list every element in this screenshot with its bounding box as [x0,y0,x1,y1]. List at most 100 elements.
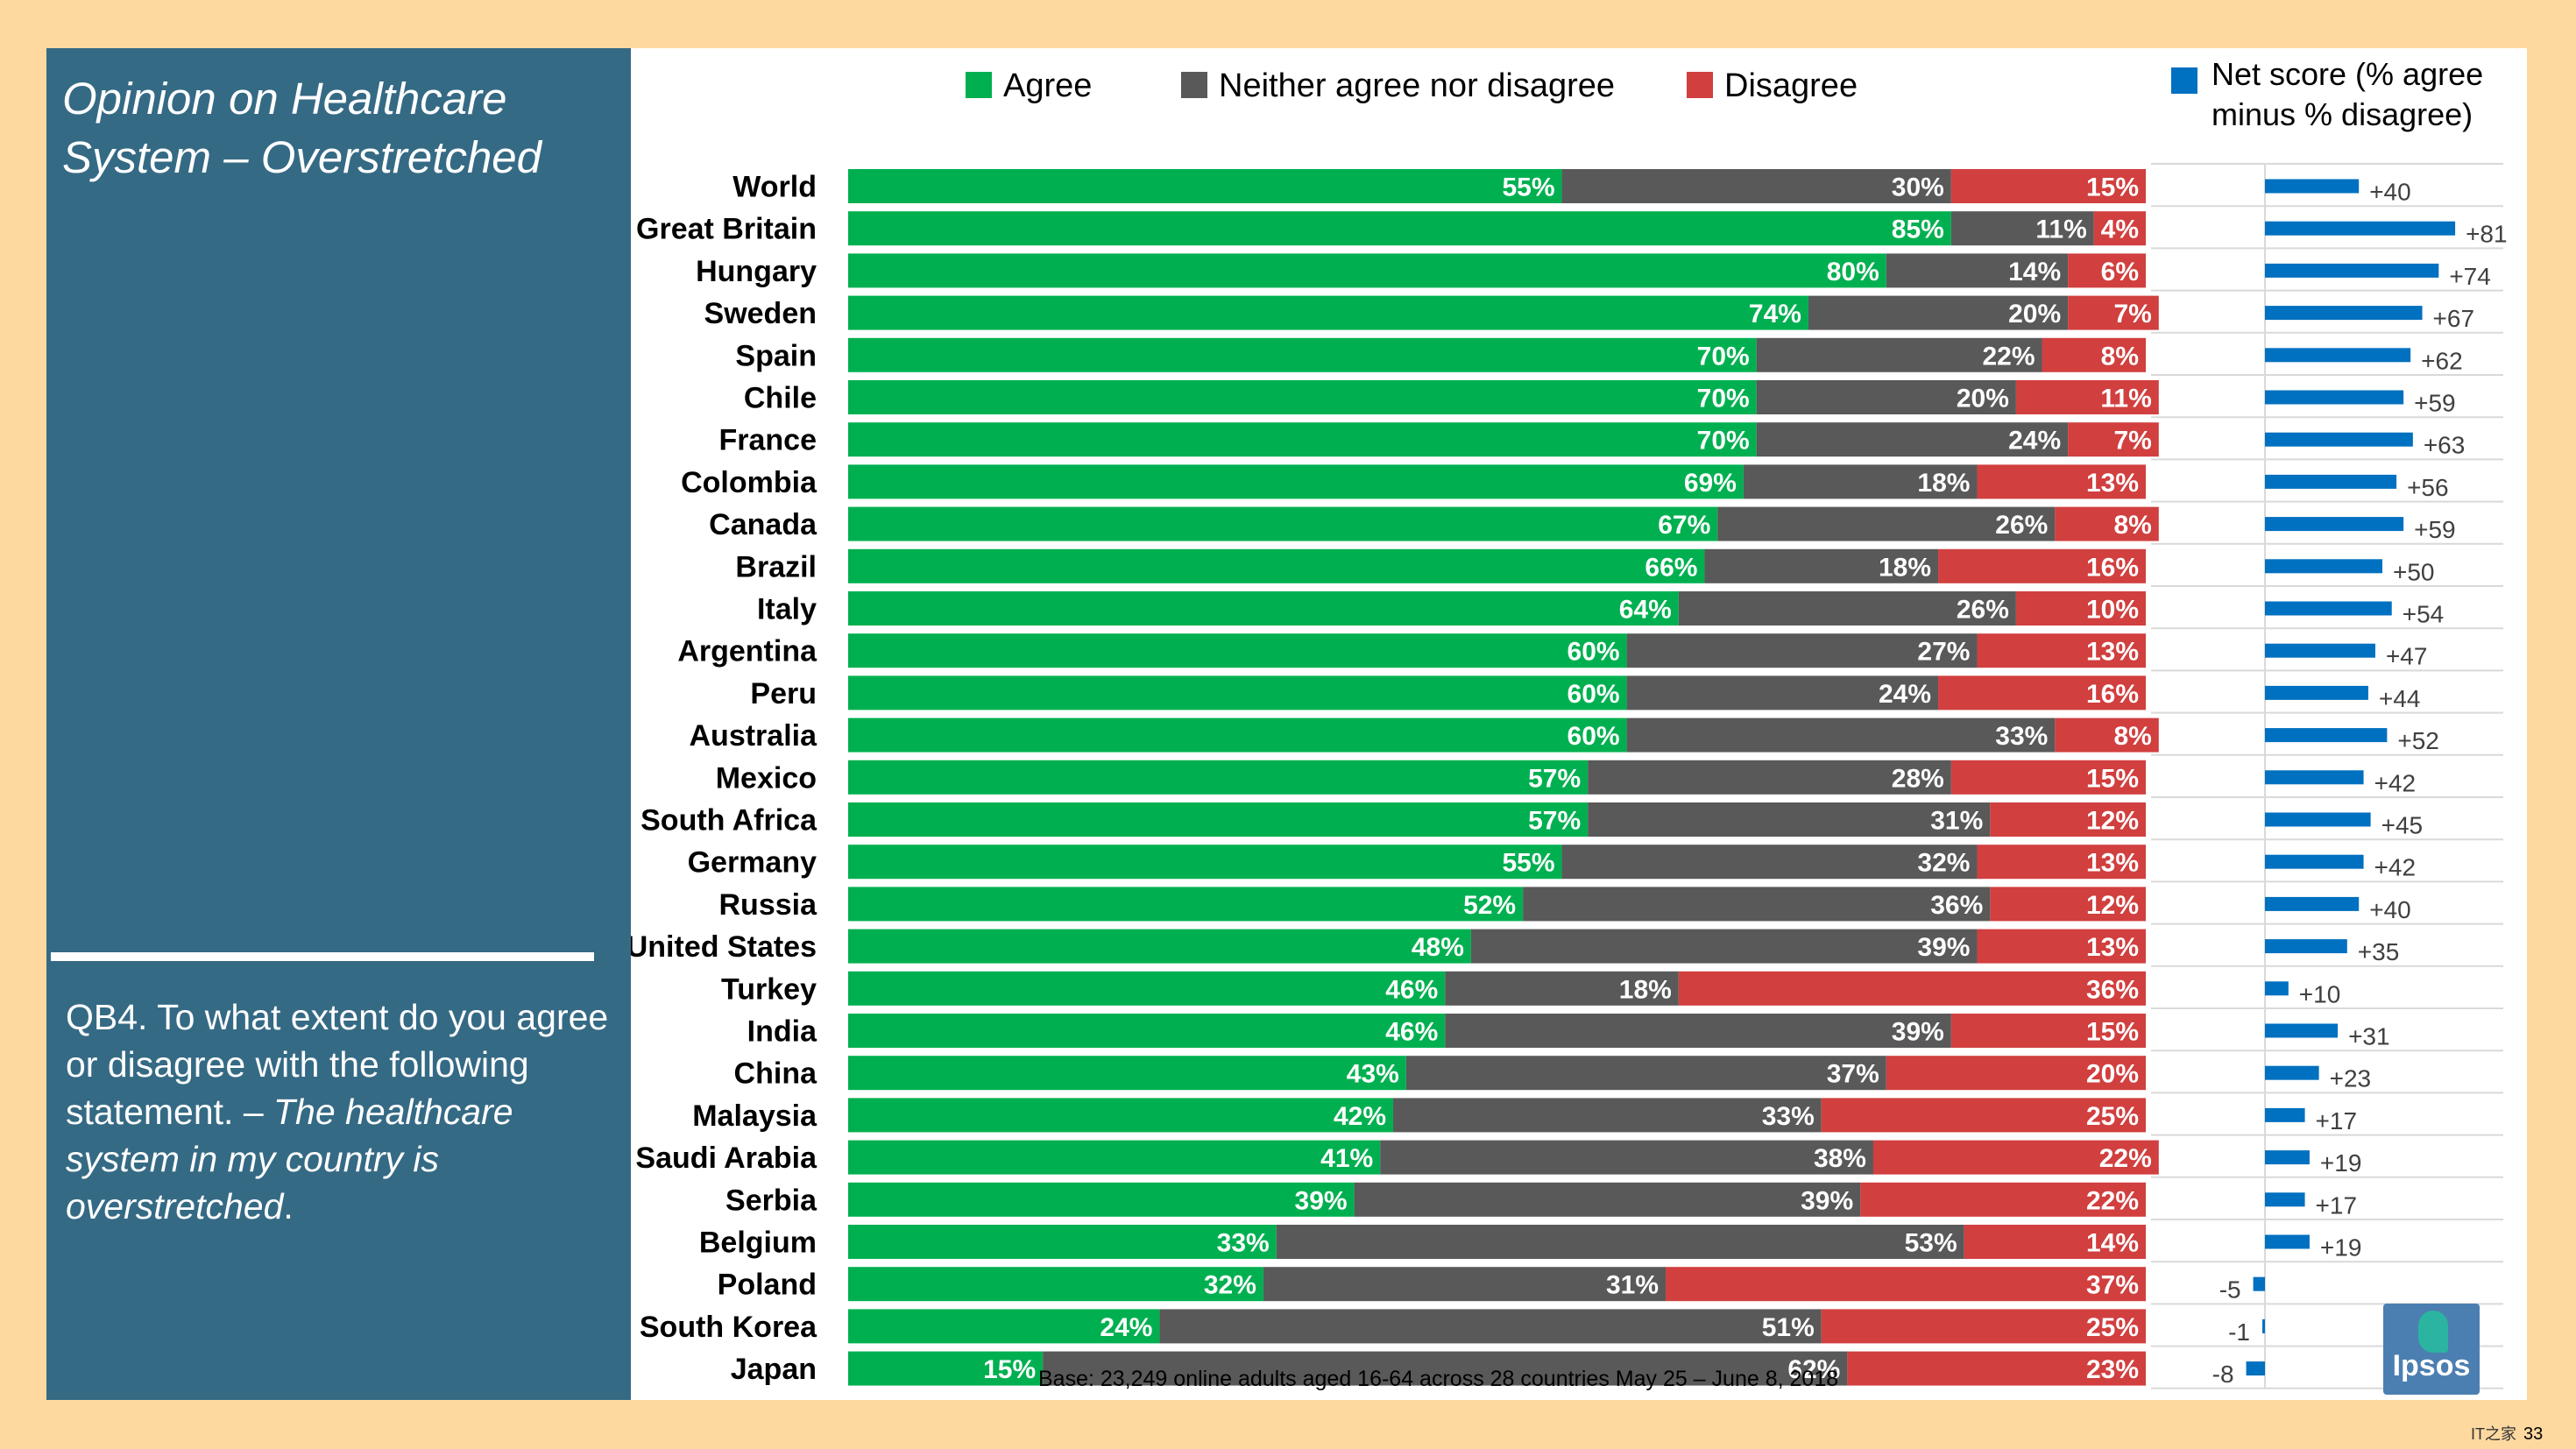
data-label-2: 18% [1879,553,1931,582]
data-label-3: 10% [2086,596,2139,625]
data-label-2: 26% [1995,511,2048,540]
bar-segment-1 [848,1225,1277,1259]
net-bar [2265,1107,2305,1122]
title-panel: Opinion on Healthcare System – Overstret… [46,48,631,1400]
net-bar [2265,306,2423,321]
bar-segment-3 [1666,1267,2146,1302]
bar-segment-2 [1354,1182,1861,1217]
net-bar [2265,432,2413,447]
net-label: +23 [2330,1065,2372,1092]
data-label-2: 20% [1957,385,2009,413]
bar-segment-1 [848,211,1951,246]
bar-segment-2 [1626,717,2056,753]
bar-segment-2 [1886,253,2069,288]
bar-segment-2 [1808,295,2069,330]
bar-segment-1 [848,802,1589,837]
net-label: +59 [2414,390,2456,417]
bar-segment-3 [1678,971,2146,1006]
bar-segment-3 [1990,887,2146,922]
net-label: +63 [2424,432,2466,459]
country-label: China [734,1057,818,1091]
data-label-1: 33% [1217,1229,1270,1258]
data-label-2: 33% [1762,1102,1815,1131]
net-bar [2265,1065,2319,1080]
net-title-line-2: minus % disagree) [2212,96,2473,132]
data-label-2: 28% [1892,764,1944,793]
page-title: Opinion on Healthcare System – Overstret… [62,69,614,187]
data-label-3: 14% [2086,1229,2139,1258]
data-label-3: 23% [2086,1355,2139,1384]
bar-segment-1 [848,295,1808,330]
net-label: +19 [2320,1149,2362,1177]
data-label-2: 27% [1917,638,1970,667]
bar-segment-3 [1821,1309,2146,1344]
bar-segment-3 [1964,1225,2146,1259]
legend-swatch-1 [966,72,992,98]
country-label: South Africa [640,804,817,838]
data-label-2: 31% [1606,1271,1659,1300]
watermark: IT之家 [2471,1425,2516,1443]
country-label: Mexico [716,761,817,795]
bar-segment-2 [1561,169,1951,203]
data-label-1: 52% [1463,891,1516,920]
data-label-2: 36% [1930,891,1983,920]
net-label: +35 [2358,938,2400,965]
data-label-2: 24% [1879,680,1931,709]
data-label-3: 15% [2086,764,2139,793]
net-label: +50 [2393,558,2435,585]
country-label: Russia [719,888,818,922]
bar-segment-2 [1445,971,1679,1006]
net-label: +62 [2421,347,2463,374]
bar-segment-3 [2068,295,2159,330]
bar-segment-1 [848,1309,1160,1344]
net-bar [2265,1150,2310,1165]
bar-segment-3 [1950,760,2146,795]
data-label-3: 13% [2086,849,2139,878]
legend-label-3: Disagree [1724,67,1858,104]
bar-segment-2 [1043,1351,1848,1386]
data-label-3: 8% [2113,722,2151,751]
data-label-2: 11% [2035,216,2086,244]
country-label: Serbia [725,1184,817,1217]
data-label-2: 33% [1995,722,2048,751]
question-end: . [283,1186,294,1226]
data-label-3: 20% [2086,1060,2139,1089]
bar-segment-1 [848,845,1562,880]
bar-segment-1 [848,675,1627,710]
bar-segment-2 [1743,464,1978,499]
bar-segment-2 [1159,1309,1822,1344]
net-bar [2265,559,2382,574]
bar-segment-1 [848,422,1757,457]
question-italic: The healthcare system in my country is o… [66,1092,513,1226]
country-label: France [719,424,817,457]
net-label: +67 [2433,305,2475,332]
net-label: +81 [2466,221,2508,248]
bar-segment-1 [848,760,1589,795]
data-label-1: 48% [1412,933,1464,962]
net-label: -5 [2219,1276,2241,1304]
country-label: Belgium [699,1226,817,1260]
data-label-1: 60% [1568,638,1620,667]
data-label-1: 64% [1619,596,1672,625]
net-bar [2265,179,2360,194]
country-label: Canada [709,508,817,541]
country-label: Colombia [681,466,817,499]
data-label-3: 22% [2086,1186,2139,1215]
net-bar [2265,601,2392,616]
data-label-3: 7% [2113,427,2151,456]
bar-segment-2 [1523,887,1991,922]
country-label: Chile [744,382,817,415]
data-label-1: 60% [1568,680,1620,709]
page-number: 33 [2523,1424,2544,1444]
base-note: Base: 23,249 online adults aged 16-64 ac… [1038,1367,1838,1391]
bar-segment-2 [1678,591,2016,626]
bar-segment-1 [848,1140,1381,1175]
bar-segment-1 [848,1351,1044,1386]
bar-segment-1 [848,1098,1394,1133]
net-label: +47 [2386,643,2428,670]
net-bar [2253,1276,2265,1291]
data-label-1: 67% [1658,511,1710,540]
divider [51,952,594,961]
legend-swatch-2 [1181,72,1207,98]
bar-segment-3 [1847,1351,2146,1386]
